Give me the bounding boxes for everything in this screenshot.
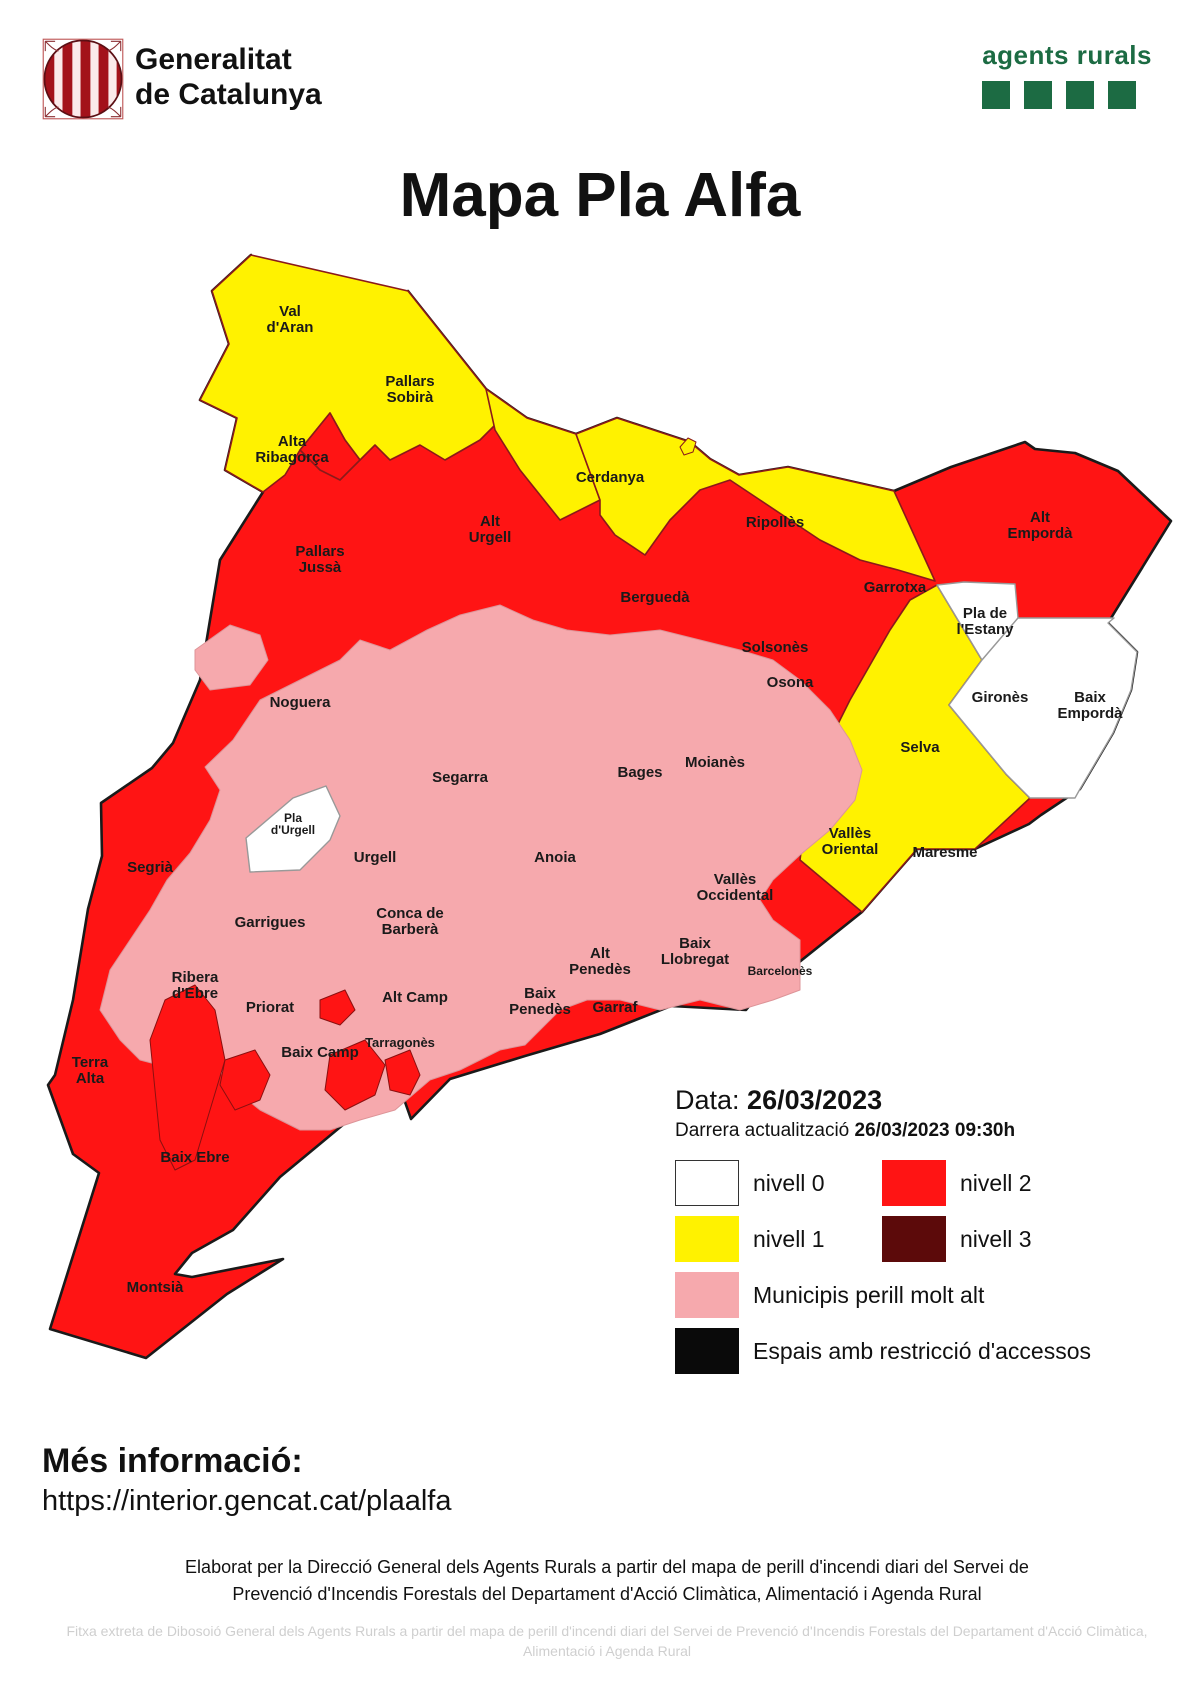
svg-text:Vallès: Vallès <box>829 825 872 842</box>
svg-text:Maresme: Maresme <box>912 844 977 861</box>
svg-text:Urgell: Urgell <box>354 849 397 866</box>
svg-text:Conca de: Conca de <box>376 905 444 922</box>
svg-text:Oriental: Oriental <box>822 841 879 858</box>
svg-text:Moianès: Moianès <box>685 754 745 771</box>
svg-text:Alt: Alt <box>1030 509 1050 526</box>
svg-text:Empordà: Empordà <box>1007 525 1073 542</box>
svg-text:Alta: Alta <box>76 1070 105 1087</box>
svg-text:Bages: Bages <box>617 764 662 781</box>
svg-text:Alta: Alta <box>278 433 307 450</box>
svg-text:Garrigues: Garrigues <box>235 914 306 931</box>
svg-text:Segarra: Segarra <box>432 769 489 786</box>
svg-text:Baix Camp: Baix Camp <box>281 1044 359 1061</box>
svg-text:Tarragonès: Tarragonès <box>365 1035 435 1050</box>
svg-text:d'Aran: d'Aran <box>267 319 314 336</box>
svg-text:Selva: Selva <box>900 739 940 756</box>
svg-text:Val: Val <box>279 303 301 320</box>
svg-text:Berguedà: Berguedà <box>620 589 690 606</box>
svg-text:Osona: Osona <box>767 674 814 691</box>
svg-text:Baix Ebre: Baix Ebre <box>160 1149 229 1166</box>
svg-text:Penedès: Penedès <box>569 961 631 978</box>
svg-text:Barberà: Barberà <box>382 921 439 938</box>
svg-text:Alt Camp: Alt Camp <box>382 989 448 1006</box>
svg-text:d'Urgell: d'Urgell <box>271 823 315 837</box>
svg-text:Empordà: Empordà <box>1057 705 1123 722</box>
svg-text:Pallars: Pallars <box>385 373 434 390</box>
svg-text:Ripollès: Ripollès <box>746 514 804 531</box>
svg-text:Garrotxa: Garrotxa <box>864 579 927 596</box>
svg-text:Garraf: Garraf <box>592 999 638 1016</box>
svg-text:Baix: Baix <box>1074 689 1106 706</box>
svg-text:Cerdanya: Cerdanya <box>576 469 645 486</box>
svg-text:Alt: Alt <box>480 513 500 530</box>
svg-text:Barcelonès: Barcelonès <box>748 964 813 978</box>
svg-text:Urgell: Urgell <box>469 529 512 546</box>
svg-text:d'Ebre: d'Ebre <box>172 985 218 1002</box>
svg-text:Alt: Alt <box>590 945 610 962</box>
svg-text:Gironès: Gironès <box>972 689 1029 706</box>
svg-text:Solsonès: Solsonès <box>742 639 809 656</box>
svg-text:Montsià: Montsià <box>127 1279 184 1296</box>
svg-text:Occidental: Occidental <box>697 887 774 904</box>
svg-text:Baix: Baix <box>679 935 711 952</box>
svg-text:l'Estany: l'Estany <box>957 621 1015 638</box>
svg-text:Pallars: Pallars <box>295 543 344 560</box>
svg-text:Terra: Terra <box>72 1054 109 1071</box>
svg-text:Llobregat: Llobregat <box>661 951 729 968</box>
svg-text:Ribera: Ribera <box>172 969 219 986</box>
svg-text:Anoia: Anoia <box>534 849 576 866</box>
svg-text:Noguera: Noguera <box>270 694 332 711</box>
svg-text:Priorat: Priorat <box>246 999 294 1016</box>
svg-text:Jussà: Jussà <box>299 559 342 576</box>
svg-text:Vallès: Vallès <box>714 871 757 888</box>
svg-text:Sobirà: Sobirà <box>387 389 434 406</box>
svg-text:Pla de: Pla de <box>963 605 1007 622</box>
svg-text:Baix: Baix <box>524 985 556 1002</box>
svg-text:Ribagorça: Ribagorça <box>255 449 329 466</box>
svg-text:Segrià: Segrià <box>127 859 174 876</box>
svg-text:Penedès: Penedès <box>509 1001 571 1018</box>
